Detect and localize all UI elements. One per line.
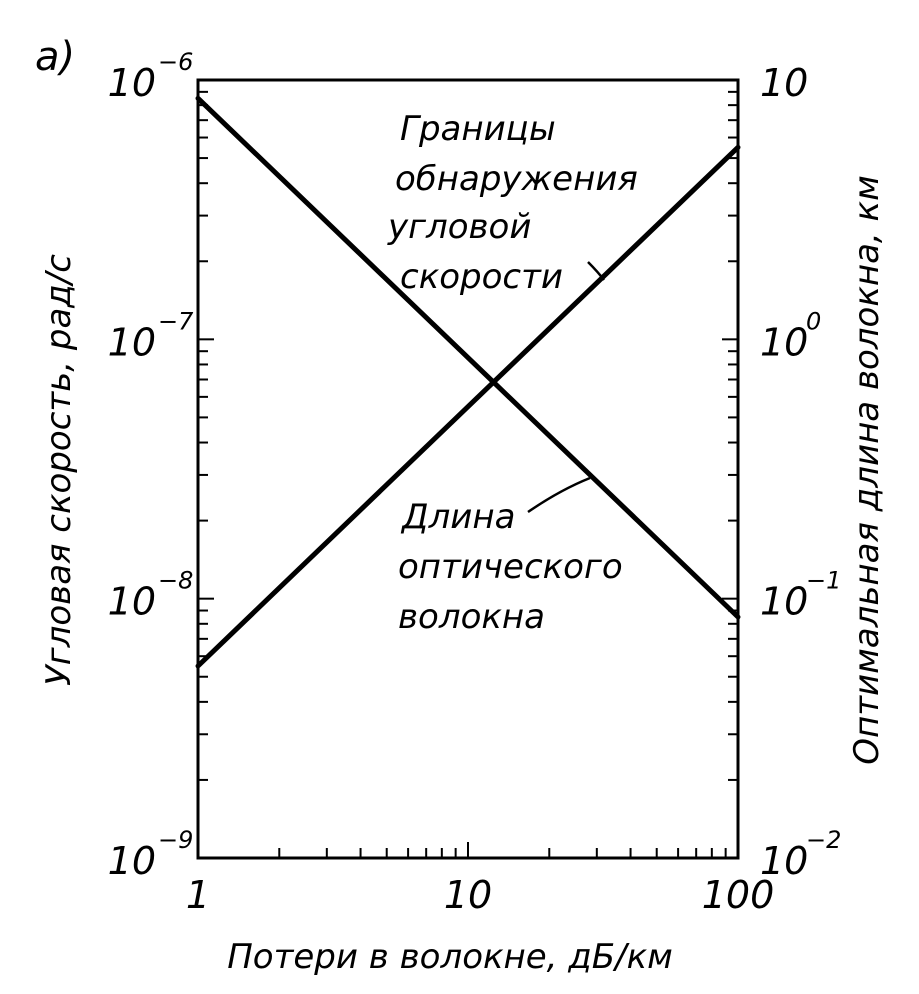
annotation-detection-leader — [587, 261, 605, 281]
annotation-detection-line-2: обнаружения — [395, 159, 638, 199]
annotation-fiber-length: Длина оптического волокна — [398, 497, 633, 637]
y-left-tick-exponent: −8 — [158, 567, 193, 595]
annotation-fiber-line-2: оптического — [398, 547, 623, 587]
y-left-tick-label: 10 — [108, 320, 156, 364]
y-right-tick-exponent: −1 — [806, 567, 841, 595]
y-right-tick-exponent: −2 — [806, 826, 841, 854]
annotation-fiber-leader — [527, 476, 591, 514]
y-right-tick-label: 10 — [760, 320, 808, 364]
series-lines — [195, 95, 741, 669]
y-left-tick-label: 10 — [108, 839, 156, 883]
series-line-fiber-length — [195, 144, 741, 669]
annotation-detection-limit: Границы обнаружения угловой скорости — [387, 109, 649, 297]
ticks — [197, 90, 738, 859]
annotation-detection-line-1: Границы — [400, 109, 556, 149]
y-left-tick-exponent: −9 — [158, 826, 193, 854]
y-right-tick-exponent: 0 — [806, 307, 821, 335]
y-right-tick-label: 10 — [760, 839, 808, 883]
series-line-detection-limit — [195, 95, 741, 620]
x-axis-title: Потери в волокне, дБ/км — [227, 937, 673, 977]
annotation-fiber-line-1: Длина — [400, 497, 515, 537]
y-right-tick-label: 10 — [760, 580, 808, 624]
annotation-detection-line-3: угловой — [387, 207, 531, 247]
x-tick-label: 10 — [444, 873, 492, 917]
annotations: Границы обнаружения угловой скорости Дли… — [387, 109, 649, 637]
panel-label: а) — [35, 34, 75, 80]
y-left-tick-label: 10 — [108, 580, 156, 624]
annotation-detection-line-4: скорости — [400, 257, 563, 297]
y-left-axis-title: Угловая скорость, рад/с — [39, 254, 79, 686]
x-tick-label: 100 — [702, 873, 775, 917]
y-right-tick-label: 10 — [760, 61, 808, 105]
y-left-tick-label: 10 — [108, 61, 156, 105]
y-left-tick-exponent: −6 — [158, 48, 193, 76]
y-left-tick-exponent: −7 — [158, 307, 194, 335]
x-tick-label: 1 — [186, 873, 210, 917]
annotation-fiber-line-3: волокна — [398, 597, 545, 637]
y-right-axis-title: Оптимальная длина волокна, км — [847, 175, 887, 764]
